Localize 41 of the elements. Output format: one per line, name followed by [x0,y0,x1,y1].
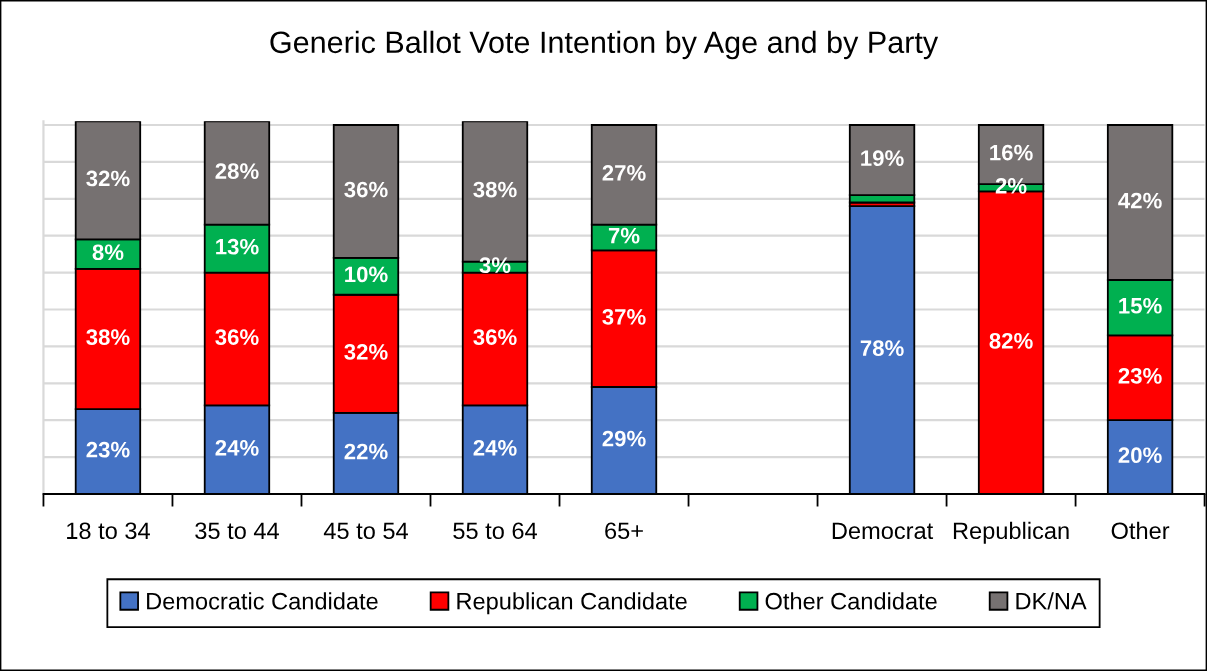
data-label: 78% [860,340,904,357]
data-label: 23% [86,441,130,458]
data-label: 20% [1118,447,1162,464]
data-label: 27% [602,165,646,181]
legend-label: Republican Candidate [457,592,687,615]
data-label: 10% [345,266,388,283]
data-label: 13% [216,238,259,255]
data-label: 7% [608,227,640,244]
data-label: 24% [215,439,259,456]
data-label: 19% [861,150,904,167]
data-label: 82% [989,332,1033,349]
x-tick-label: 45 to 54 [323,522,408,540]
legend-label: Democratic Candidate [147,592,378,610]
data-label: 23% [1118,367,1162,384]
x-tick-label: 55 to 64 [453,522,537,540]
data-label: 29% [602,430,646,447]
data-label: 16% [990,144,1033,161]
x-tick-label: Other [1111,521,1170,540]
legend-label: DK/NA [1016,592,1087,610]
x-tick-label: 35 to 44 [195,522,279,540]
data-label: 15% [1119,297,1162,314]
data-label: 38% [86,329,130,346]
x-tick-label: 65+ [605,522,643,540]
data-label: 42% [1118,192,1162,209]
data-label: 28% [215,163,259,179]
data-label: 22% [344,443,388,460]
data-label: 32% [86,170,130,187]
data-label: 8% [92,244,124,261]
data-label: 36% [473,329,517,346]
chart-title: Generic Ballot Vote Intention by Age and by Party [270,30,939,60]
data-label: 36% [215,329,259,346]
legend-label: Other Candidate [765,592,937,610]
x-tick-label: Democrat [832,522,934,540]
x-tick-label: Republican [953,521,1069,544]
data-label: 3% [479,257,511,274]
data-label: 24% [473,439,517,456]
data-label: 37% [602,308,646,325]
x-tick-label: 18 to 34 [67,522,150,540]
data-label: 36% [344,181,388,198]
data-label: 32% [344,344,388,360]
data-label: 38% [473,181,517,198]
